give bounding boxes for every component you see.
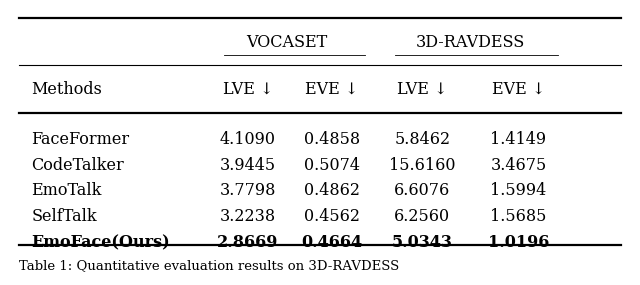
Text: 3D-RAVDESS: 3D-RAVDESS — [416, 34, 525, 51]
Text: 1.5994: 1.5994 — [490, 182, 547, 200]
Text: 5.8462: 5.8462 — [394, 131, 451, 148]
Text: 3.7798: 3.7798 — [220, 182, 276, 200]
Text: LVE ↓: LVE ↓ — [223, 81, 273, 98]
Text: EmoTalk: EmoTalk — [31, 182, 102, 200]
Text: 15.6160: 15.6160 — [389, 156, 456, 174]
Text: EVE ↓: EVE ↓ — [305, 81, 358, 98]
Text: 3.4675: 3.4675 — [490, 156, 547, 174]
Text: 0.4562: 0.4562 — [304, 208, 360, 225]
Text: EmoFace(Ours): EmoFace(Ours) — [31, 234, 170, 251]
Text: 1.0196: 1.0196 — [488, 234, 549, 251]
Text: 0.4862: 0.4862 — [304, 182, 360, 200]
Text: 0.4664: 0.4664 — [301, 234, 363, 251]
Text: SelfTalk: SelfTalk — [31, 208, 97, 225]
Text: LVE ↓: LVE ↓ — [397, 81, 447, 98]
Text: CodeTalker: CodeTalker — [31, 156, 124, 174]
Text: FaceFormer: FaceFormer — [31, 131, 129, 148]
Text: 6.6076: 6.6076 — [394, 182, 451, 200]
Text: 0.4858: 0.4858 — [304, 131, 360, 148]
Text: 1.5685: 1.5685 — [490, 208, 547, 225]
Text: Methods: Methods — [31, 81, 102, 98]
Text: 3.2238: 3.2238 — [220, 208, 276, 225]
Text: EVE ↓: EVE ↓ — [492, 81, 545, 98]
Text: 2.8669: 2.8669 — [217, 234, 278, 251]
Text: 0.5074: 0.5074 — [304, 156, 360, 174]
Text: 4.1090: 4.1090 — [220, 131, 276, 148]
Text: 3.9445: 3.9445 — [220, 156, 276, 174]
Text: 5.0343: 5.0343 — [392, 234, 452, 251]
Text: 1.4149: 1.4149 — [490, 131, 547, 148]
Text: VOCASET: VOCASET — [246, 34, 328, 51]
Text: 6.2560: 6.2560 — [394, 208, 451, 225]
Text: Table 1: Quantitative evaluation results on 3D-RAVDESS: Table 1: Quantitative evaluation results… — [19, 259, 399, 272]
